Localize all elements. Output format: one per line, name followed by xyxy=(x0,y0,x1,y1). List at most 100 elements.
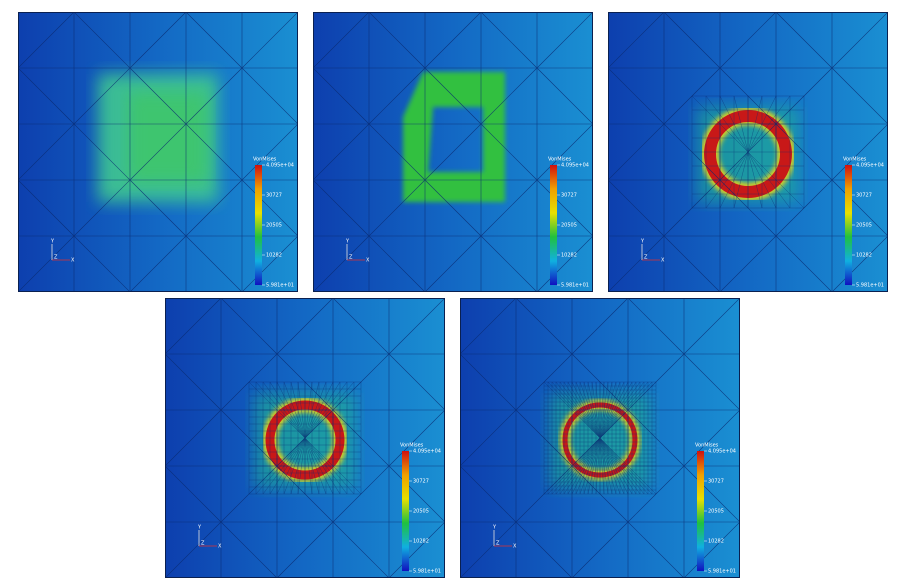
axis-x-label: X xyxy=(366,258,370,264)
colorbar-label: 20505 xyxy=(266,223,282,229)
mesh-line xyxy=(313,123,370,181)
mesh-line xyxy=(241,179,298,237)
mesh-line xyxy=(424,67,482,125)
mesh-line xyxy=(220,298,278,355)
colorbar-label: 10282 xyxy=(708,539,724,545)
mesh-line xyxy=(683,521,740,578)
mesh-line xyxy=(241,67,298,125)
mesh-line xyxy=(313,67,370,125)
mesh-line xyxy=(719,12,777,69)
fine-mesh xyxy=(248,381,362,495)
mesh-line xyxy=(536,123,593,181)
mesh-line xyxy=(683,298,740,355)
mesh-line xyxy=(608,235,665,292)
mesh-line xyxy=(368,235,426,292)
axis-y-label: Y xyxy=(492,525,497,531)
mesh-line xyxy=(73,179,131,237)
mesh-line xyxy=(276,521,334,578)
mesh-line xyxy=(165,465,222,523)
mesh-line xyxy=(627,298,685,355)
mesh-line xyxy=(705,95,791,209)
mesh-line xyxy=(18,179,75,237)
colorbar-title: VonMises xyxy=(548,157,572,163)
mesh-line xyxy=(185,123,243,181)
colorbar-label: 10282 xyxy=(561,253,577,259)
mesh-line xyxy=(388,409,445,467)
mesh-line xyxy=(608,67,665,125)
mesh-line xyxy=(332,298,390,355)
mesh-line xyxy=(775,235,833,292)
mesh-line xyxy=(388,521,445,578)
mesh-line xyxy=(18,123,75,181)
mesh-line xyxy=(185,179,243,237)
mesh-line xyxy=(388,298,445,355)
colorbar-title: VonMises xyxy=(843,157,867,163)
axis-x-label: X xyxy=(513,544,517,550)
axis-y-label: Y xyxy=(197,525,202,531)
mesh-line xyxy=(313,12,370,69)
mesh-line xyxy=(480,179,538,237)
colorbar-label: 4.095e+04 xyxy=(561,163,589,169)
axis-z-label: Z xyxy=(349,255,353,261)
mesh-line xyxy=(460,353,517,411)
mesh-line xyxy=(185,67,243,125)
mesh-line xyxy=(460,521,517,578)
axis-z-label: Z xyxy=(54,255,58,261)
colorbar-label: 5.981e+01 xyxy=(413,569,441,575)
colorbar-title: VonMises xyxy=(695,443,719,449)
mesh-line xyxy=(129,123,187,181)
colorbar-label: 30727 xyxy=(413,479,429,485)
plot-area xyxy=(460,298,740,578)
mesh-line xyxy=(480,12,538,69)
mesh-line xyxy=(73,12,131,69)
axis-z-label: Z xyxy=(496,541,500,547)
colorbar-label: 5.981e+01 xyxy=(561,283,589,289)
mesh-line xyxy=(831,179,888,237)
mesh-line xyxy=(536,179,593,237)
mesh-line xyxy=(368,179,426,237)
mesh-line xyxy=(536,67,593,125)
axis-x-label: X xyxy=(71,258,75,264)
mesh xyxy=(18,12,298,292)
axis-z-label: Z xyxy=(644,255,648,261)
mesh-line xyxy=(165,409,222,467)
colorbar xyxy=(845,165,852,285)
mesh-line xyxy=(185,12,243,69)
mesh-line xyxy=(627,521,685,578)
mesh-line xyxy=(129,235,187,292)
axis-y-label: Y xyxy=(50,239,55,245)
colorbar-label: 5.981e+01 xyxy=(266,283,294,289)
mesh-line xyxy=(571,298,629,355)
colorbar-label: 4.095e+04 xyxy=(856,163,884,169)
colorbar-label: 10282 xyxy=(856,253,872,259)
mesh-line xyxy=(368,67,426,125)
mesh-line xyxy=(608,179,665,237)
axis-x-label: X xyxy=(661,258,665,264)
colorbar-label: 20505 xyxy=(413,509,429,515)
colorbar-label: 30727 xyxy=(856,193,872,199)
mesh-line xyxy=(255,381,355,495)
mesh-line xyxy=(831,123,888,181)
colorbar xyxy=(550,165,557,285)
mesh-line xyxy=(536,12,593,69)
mesh-line xyxy=(313,235,370,292)
plot-area xyxy=(313,12,593,292)
panel-border xyxy=(313,12,593,292)
mesh-line xyxy=(388,465,445,523)
mesh-line xyxy=(129,12,187,69)
colorbar-label: 30727 xyxy=(266,193,282,199)
mesh-line xyxy=(276,298,334,355)
mesh-line xyxy=(571,521,629,578)
mesh-line xyxy=(515,521,573,578)
colorbar-label: 5.981e+01 xyxy=(856,283,884,289)
axis-y-label: Y xyxy=(640,239,645,245)
mesh-line xyxy=(719,235,777,292)
mesh-line xyxy=(424,12,482,69)
mesh-line xyxy=(831,12,888,69)
mesh-line xyxy=(608,123,665,181)
mesh-line xyxy=(165,353,222,411)
mesh-line xyxy=(460,298,517,355)
mesh-line xyxy=(831,67,888,125)
